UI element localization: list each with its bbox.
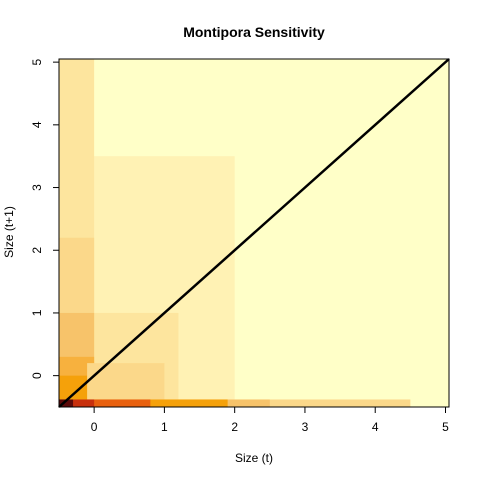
plot-frame [58, 58, 450, 408]
y-tick-label-3: 3 [30, 184, 44, 191]
x-tick-label-2: 2 [231, 420, 238, 434]
heatmap-region-13 [59, 399, 95, 407]
axis-ticks: 0 1 2 3 4 5 0 1 2 3 4 5 [30, 58, 449, 434]
y-tick-label-4: 4 [30, 121, 44, 128]
x-tick-label-3: 3 [302, 420, 309, 434]
heatmap-region-14 [59, 399, 74, 407]
y-tick-label-5: 5 [30, 58, 44, 65]
y-tick-label-1: 1 [30, 309, 44, 316]
y-tick-label-2: 2 [30, 247, 44, 254]
heatmap-region-12 [59, 399, 151, 407]
x-tick-label-5: 5 [442, 420, 449, 434]
x-tick-label-1: 1 [161, 420, 168, 434]
x-tick-label-4: 4 [372, 420, 379, 434]
y-tick-label-0: 0 [30, 372, 44, 379]
identity-line [58, 58, 450, 408]
chart-title: Montipora Sensitivity [183, 24, 325, 40]
y-axis-label: Size (t+1) [2, 206, 16, 258]
x-tick-label-0: 0 [91, 420, 98, 434]
x-axis-label: Size (t) [235, 451, 273, 465]
